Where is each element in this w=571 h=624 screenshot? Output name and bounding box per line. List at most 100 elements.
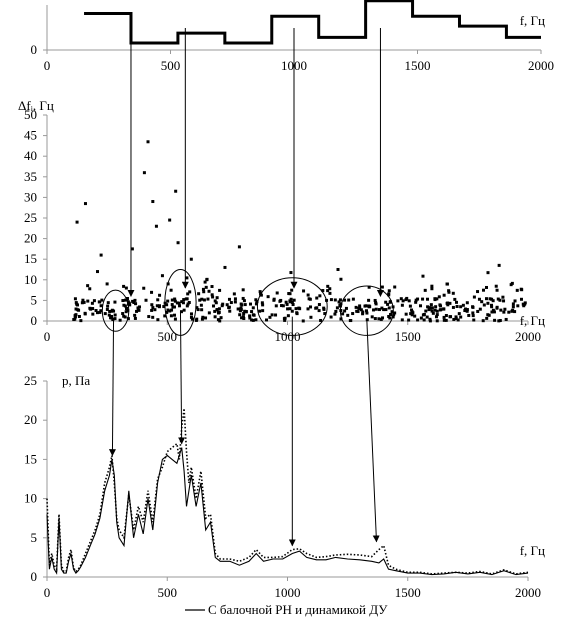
scatter-point <box>471 305 475 309</box>
scatter-point <box>126 300 130 304</box>
scatter-point <box>374 300 378 304</box>
scatter-point <box>425 297 429 301</box>
scatter-point <box>172 305 176 309</box>
scatter-point <box>182 308 186 312</box>
scatter-point <box>201 287 205 291</box>
scatter-point <box>380 306 384 310</box>
scatter-point <box>240 316 244 320</box>
scatter-point <box>502 299 506 303</box>
scatter-point <box>155 304 159 308</box>
scatter-point <box>168 309 172 313</box>
scatter-point <box>92 299 96 303</box>
scatter-point <box>337 300 341 304</box>
scatter-point <box>334 309 338 313</box>
scatter-point <box>478 307 482 311</box>
scatter-point <box>393 285 397 289</box>
scatter-point <box>121 312 125 316</box>
scatter-point <box>423 288 427 292</box>
scatter-point <box>509 283 513 287</box>
scatter-point <box>400 318 404 322</box>
scatter-point <box>105 307 109 311</box>
middle-highlight-ellipses <box>101 269 394 336</box>
scatter-point <box>388 316 392 320</box>
bottom-x-tick-label: 0 <box>44 585 51 600</box>
scatter-point <box>481 319 485 323</box>
scatter-point <box>238 313 242 317</box>
scatter-point <box>459 315 463 319</box>
scatter-point <box>389 312 393 316</box>
scatter-point <box>408 304 412 308</box>
scatter-point <box>218 288 222 292</box>
scatter-point <box>185 297 189 301</box>
scatter-point <box>519 297 523 301</box>
scatter-point <box>430 306 434 310</box>
scatter-point <box>166 282 170 286</box>
scatter-point <box>233 297 237 301</box>
scatter-point <box>467 313 471 317</box>
bottom-y-tick-label: 0 <box>31 569 38 584</box>
scatter-point <box>373 298 377 302</box>
scatter-point <box>454 316 458 320</box>
scatter-point <box>125 306 129 310</box>
scatter-point <box>189 257 193 261</box>
scatter-point <box>451 291 455 295</box>
scatter-point <box>323 312 327 316</box>
scatter-point <box>471 311 475 315</box>
scatter-point <box>523 301 527 305</box>
scatter-point <box>200 297 204 301</box>
scatter-point <box>171 305 175 309</box>
scatter-point <box>465 301 469 305</box>
scatter-point <box>86 299 90 303</box>
scatter-point <box>457 312 461 316</box>
scatter-point <box>123 315 127 319</box>
scatter-point <box>343 298 347 302</box>
scatter-point <box>367 305 371 309</box>
scatter-point <box>279 298 283 302</box>
scatter-point <box>133 298 137 302</box>
scatter-point <box>150 290 154 294</box>
scatter-point <box>135 309 139 313</box>
scatter-point <box>286 307 290 311</box>
scatter-point <box>238 309 242 313</box>
scatter-point <box>258 309 262 313</box>
scatter-point <box>306 307 310 311</box>
scatter-point <box>317 303 321 307</box>
scatter-point <box>410 310 414 314</box>
scatter-point <box>421 274 425 278</box>
scatter-point <box>197 292 201 296</box>
scatter-point <box>163 314 167 318</box>
bottom-y-tick-label: 20 <box>24 412 37 427</box>
scatter-point <box>165 303 169 307</box>
scatter-point <box>343 309 347 313</box>
scatter-point <box>428 306 432 310</box>
scatter-point <box>261 303 265 307</box>
scatter-point <box>109 316 113 320</box>
bottom-x-tick-label: 2000 <box>515 585 541 600</box>
scatter-point <box>75 220 79 224</box>
top-x-tick-label: 2000 <box>528 58 554 73</box>
panel-middle-scatter: Δfᵢ, Гц f, Гц 0 500 1000 1500 2000 0 5 10 15 20 2… <box>18 98 545 344</box>
scatter-point <box>289 297 293 301</box>
scatter-point <box>439 308 443 312</box>
scatter-point <box>74 307 78 311</box>
scatter-point <box>361 310 365 314</box>
scatter-point <box>335 306 339 310</box>
scatter-point <box>424 309 428 313</box>
scatter-point <box>433 308 437 312</box>
middle-x-tick-label: 0 <box>44 329 51 344</box>
scatter-point <box>348 319 352 323</box>
scatter-point <box>113 300 117 304</box>
scatter-point <box>339 317 343 321</box>
scatter-point <box>169 314 173 318</box>
scatter-point <box>142 171 146 175</box>
scatter-point <box>156 298 160 302</box>
scatter-point <box>317 309 321 313</box>
scatter-point <box>404 312 408 316</box>
scatter-point <box>94 309 98 313</box>
scatter-point <box>302 289 306 293</box>
scatter-point <box>400 303 404 307</box>
scatter-point <box>241 288 245 292</box>
middle-y-tick-label: 0 <box>31 313 38 328</box>
scatter-point <box>384 300 388 304</box>
scatter-point <box>455 304 459 308</box>
